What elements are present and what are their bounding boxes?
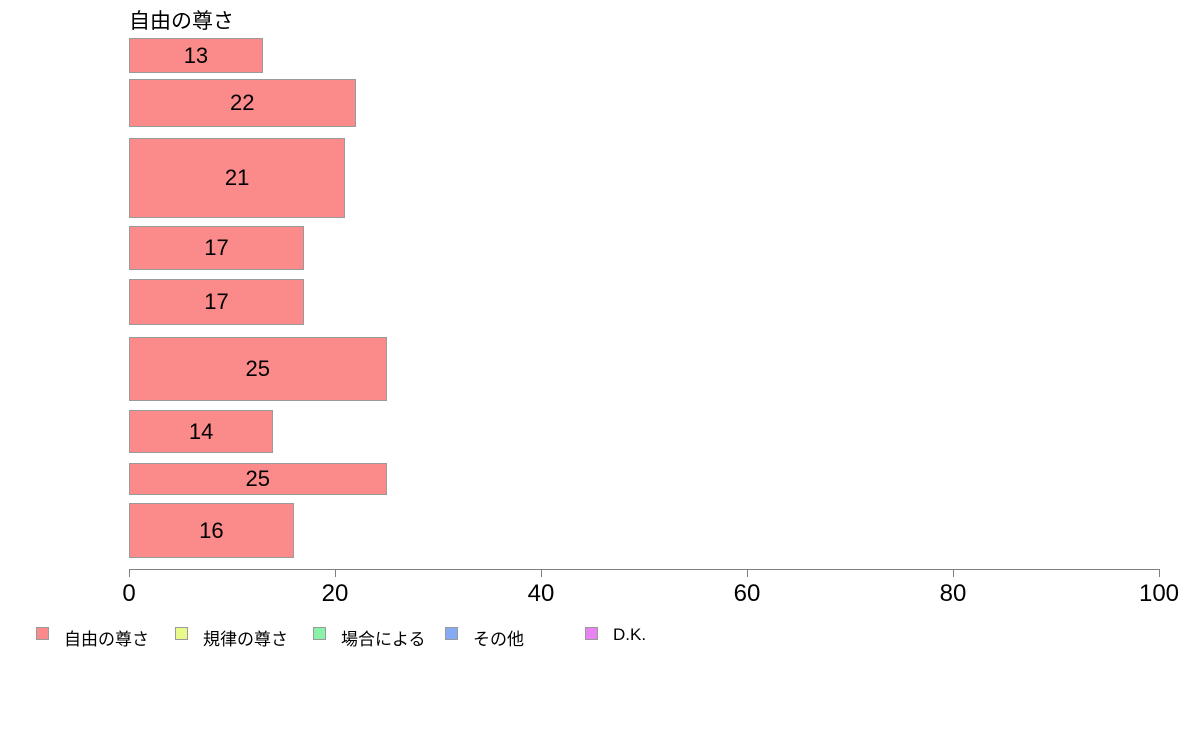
x-axis-tick-label: 0 xyxy=(122,580,136,607)
x-axis-tick xyxy=(953,569,954,577)
x-axis-tick xyxy=(129,569,130,577)
bar-value-label: 25 xyxy=(245,466,270,491)
bar xyxy=(129,38,263,73)
chart-title: 自由の尊さ xyxy=(129,10,234,33)
bar xyxy=(129,337,387,401)
legend-label: 自由の尊さ xyxy=(64,630,149,649)
bar xyxy=(129,279,305,325)
legend-swatch xyxy=(36,627,49,640)
x-axis-line xyxy=(129,569,1160,570)
x-axis-tick xyxy=(1159,569,1160,577)
x-axis-tick xyxy=(747,569,748,577)
bar-value-label: 17 xyxy=(204,235,229,260)
legend-label: その他 xyxy=(473,630,524,649)
bar xyxy=(129,138,346,218)
legend-label: 規律の尊さ xyxy=(203,630,288,649)
bar-value-label: 16 xyxy=(199,517,224,543)
legend-label: 場合による xyxy=(341,630,426,649)
bar xyxy=(129,410,274,453)
x-axis-tick-label: 20 xyxy=(321,580,349,607)
bar-value-label: 22 xyxy=(230,90,255,115)
bar xyxy=(129,226,305,270)
bar xyxy=(129,463,387,495)
x-axis-tick xyxy=(541,569,542,577)
x-axis-tick-label: 100 xyxy=(1138,580,1180,607)
bar-value-label: 25 xyxy=(245,356,270,381)
bar-value-label: 14 xyxy=(188,418,214,444)
bar xyxy=(129,503,294,558)
x-axis-tick-label: 40 xyxy=(527,580,555,607)
bar-value-label: 21 xyxy=(224,165,250,190)
legend-label: D.K. xyxy=(613,625,647,644)
legend: 自由の尊さ 規律の尊さ 場合による その他 D.K. xyxy=(0,624,1188,649)
x-axis-tick xyxy=(335,569,336,577)
legend-swatch xyxy=(175,627,188,640)
bar-value-label: 13 xyxy=(183,42,209,68)
bar-value-label: 17 xyxy=(204,289,229,314)
x-axis-tick-label: 60 xyxy=(733,580,761,607)
legend-swatch xyxy=(445,627,458,640)
x-axis-tick-label: 80 xyxy=(939,580,967,607)
bar xyxy=(129,79,356,127)
legend-swatch xyxy=(585,627,598,640)
legend-swatch xyxy=(313,627,326,640)
